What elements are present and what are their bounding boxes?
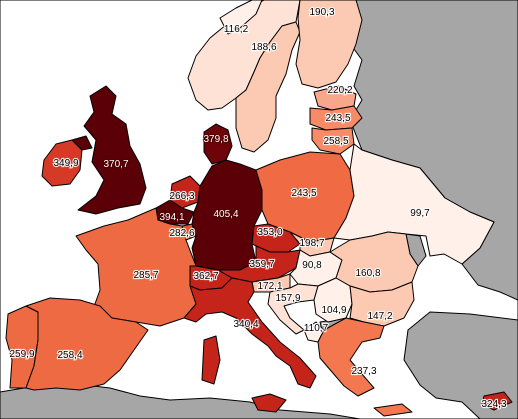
label-hungary: 90,8 bbox=[302, 260, 322, 271]
label-austria: 359,7 bbox=[249, 259, 274, 270]
region-uk bbox=[77, 85, 147, 215]
turkey-land bbox=[403, 311, 518, 419]
region-italy-sicily bbox=[251, 393, 287, 413]
label-germany: 405,4 bbox=[213, 209, 238, 220]
label-ireland: 349,9 bbox=[53, 158, 78, 169]
label-france: 285,7 bbox=[133, 270, 158, 281]
label-uk: 370,7 bbox=[103, 159, 128, 170]
label-poland: 243,5 bbox=[291, 188, 316, 199]
region-finland bbox=[295, 0, 363, 89]
label-romania: 160,8 bbox=[355, 268, 380, 279]
label-serbia: 104,9 bbox=[321, 305, 346, 316]
region-croatia bbox=[267, 283, 319, 335]
label-latvia: 243,5 bbox=[325, 113, 350, 124]
label-lithuania: 258,5 bbox=[323, 136, 348, 147]
label-spain: 258,4 bbox=[57, 350, 82, 361]
label-italy: 340,4 bbox=[233, 319, 258, 330]
region-ireland bbox=[41, 139, 83, 187]
region-uk-ni bbox=[71, 135, 93, 151]
label-bulgaria: 147,2 bbox=[367, 311, 392, 322]
label-portugal: 259,9 bbox=[9, 349, 34, 360]
label-montenegro: 110,7 bbox=[304, 323, 329, 334]
region-sweden bbox=[235, 21, 301, 153]
label-estonia: 220,2 bbox=[327, 85, 352, 96]
region-lithuania bbox=[311, 127, 355, 155]
label-switzerland: 362,7 bbox=[193, 271, 218, 282]
label-czechia: 353,0 bbox=[257, 227, 282, 238]
region-greece-crete bbox=[373, 403, 413, 417]
label-slovakia: 198,7 bbox=[299, 238, 324, 249]
label-luxembourg: 282,6 bbox=[169, 228, 194, 239]
label-norway: 188,6 bbox=[251, 42, 276, 53]
label-belarus-ukraine: 99,7 bbox=[410, 208, 430, 219]
label-croatia: 157,9 bbox=[275, 293, 300, 304]
label-denmark: 379,8 bbox=[203, 134, 228, 145]
label-finland: 190,3 bbox=[309, 7, 334, 18]
label-iceland-top: 116,2 bbox=[224, 24, 249, 35]
label-belgium: 394,1 bbox=[159, 212, 184, 223]
label-greece: 237,3 bbox=[351, 366, 376, 377]
region-greece bbox=[317, 317, 385, 397]
region-denmark bbox=[203, 123, 233, 165]
region-italy bbox=[183, 277, 317, 389]
region-cyprus bbox=[481, 391, 513, 411]
region-italy-sardinia bbox=[201, 335, 221, 385]
label-netherlands: 266,3 bbox=[169, 191, 194, 202]
label-slovenia: 172,1 bbox=[257, 281, 282, 292]
region-belarus-ukraine bbox=[333, 143, 495, 265]
region-iceland-top bbox=[219, 0, 263, 35]
region-spain bbox=[25, 297, 149, 391]
region-latvia bbox=[309, 105, 363, 131]
label-cyprus: 324,3 bbox=[481, 399, 506, 410]
